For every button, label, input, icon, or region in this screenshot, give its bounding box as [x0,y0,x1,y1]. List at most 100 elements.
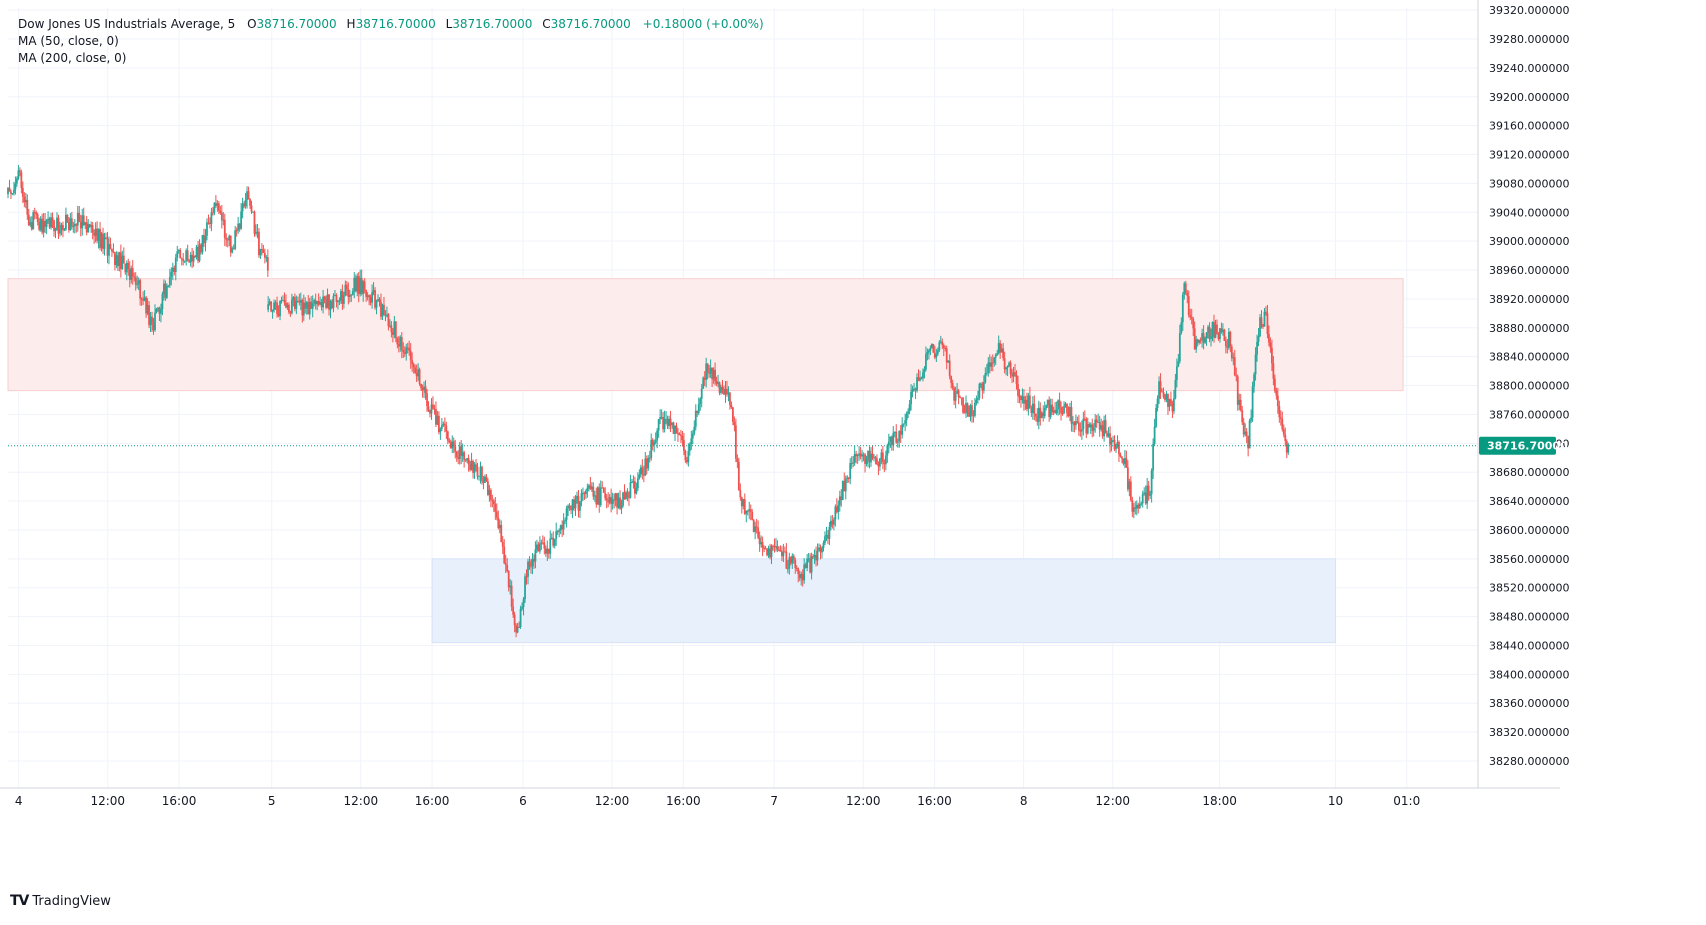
candle-body [170,271,173,278]
candle-body [94,228,97,236]
candle-body [614,493,617,501]
candle-body [47,218,49,221]
candle-body [81,215,84,229]
candle-body [8,187,11,192]
candle-body [1138,504,1141,509]
candle-body [38,222,41,230]
candle-body [1110,440,1113,445]
candle-body [778,549,780,551]
candle-body [749,509,752,512]
candle-body [617,497,620,508]
candle-body [656,430,659,441]
candle-body [442,423,445,426]
candle-body [1085,419,1088,434]
candle-body [308,301,311,315]
candle-body [271,309,274,312]
candle-body [17,170,20,179]
candle-body [835,506,838,513]
candle-body [501,542,504,547]
candle-body [1278,406,1281,418]
candle-body [461,452,464,456]
candle-body [485,476,488,482]
candle-body [761,542,764,548]
candle-body [681,436,684,441]
candle-body [950,376,953,384]
candle-body [311,303,314,309]
candle-body [69,218,72,231]
candle-body [411,360,414,365]
candle-body [1217,333,1220,340]
candle-body [48,218,51,228]
ma50-indicator[interactable]: MA (50, close, 0) [18,34,119,48]
candle-body [815,555,817,561]
candle-body [466,458,469,461]
candle-body [930,344,933,348]
candle-body [1204,338,1206,343]
candle-body [371,292,373,303]
candle-body [724,388,727,395]
candle-body [292,297,295,300]
candle-body [653,442,656,445]
candle-body [345,284,348,290]
last-price-badge [1479,436,1556,455]
candle-body [258,231,260,256]
x-tick-label: 7 [770,794,778,808]
candle-body [956,390,959,394]
candle-body [1042,412,1045,417]
candle-body [1082,418,1085,430]
close-label: C [542,17,551,31]
candle-body [276,302,278,314]
candle-body [344,284,347,296]
candle-body [1251,386,1254,418]
candle-body [1272,363,1275,379]
candle-body [1006,366,1009,368]
candle-body [429,410,431,414]
candle-body [1073,422,1076,426]
candle-body [1040,412,1043,418]
change-value: +0.18000 (+0.00%) [642,17,764,31]
candle-body [491,499,494,501]
candle-body [547,548,550,554]
candle-body [1122,458,1125,464]
candle-body [200,244,202,253]
tradingview-logo[interactable]: 𝗧𝗩 TradingView [10,893,111,909]
y-tick-label: 38440.000000 [1489,639,1569,652]
candle-body [280,300,283,302]
candle-body [244,200,247,207]
candle-body [638,474,641,479]
candle-body [142,298,145,301]
candle-body [562,521,565,530]
symbol-label[interactable]: Dow Jones US Industrials Average, 5 [18,17,236,31]
candle-body [1092,427,1095,431]
ma200-indicator[interactable]: MA (200, close, 0) [18,51,127,65]
candle-body [963,412,966,414]
candle-body [1268,333,1270,343]
y-tick-label: 39320.000000 [1489,4,1569,17]
candle-body [632,481,635,483]
candle-body [137,280,140,284]
candle-body [1031,403,1034,414]
candle-body [1126,467,1129,490]
candle-body [277,313,280,317]
candle-body [1144,492,1147,504]
candle-body [1170,399,1172,404]
candle-body [362,281,365,294]
candle-body [1003,358,1006,370]
candle-body [867,451,869,459]
candle-body [957,390,960,398]
candle-body [1088,424,1091,428]
candle-body [93,232,96,236]
candle-body [616,493,618,508]
candle-body [1119,454,1122,457]
candle-body [237,223,240,231]
candle-body [847,477,850,479]
candle-body [1064,403,1067,406]
x-tick-label: 12:00 [344,794,379,808]
candle-body [861,454,863,457]
candle-body [527,561,529,577]
candle-body [366,295,369,297]
candle-body [1083,418,1086,420]
candle-body [448,440,451,443]
